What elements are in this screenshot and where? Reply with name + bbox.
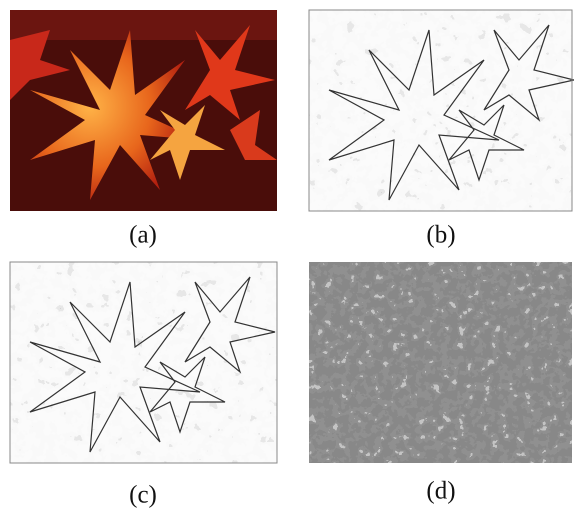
caption: (b) xyxy=(426,222,455,249)
caption: (d) xyxy=(426,478,455,505)
panel-a-image xyxy=(10,10,277,211)
panel-b-image xyxy=(309,10,574,211)
caption: (c) xyxy=(129,482,157,509)
panel-c-image xyxy=(10,262,277,463)
panel-d-image xyxy=(309,262,572,463)
figure: (a) (b) (c) (d) xyxy=(0,0,574,515)
caption: (a) xyxy=(129,222,157,249)
